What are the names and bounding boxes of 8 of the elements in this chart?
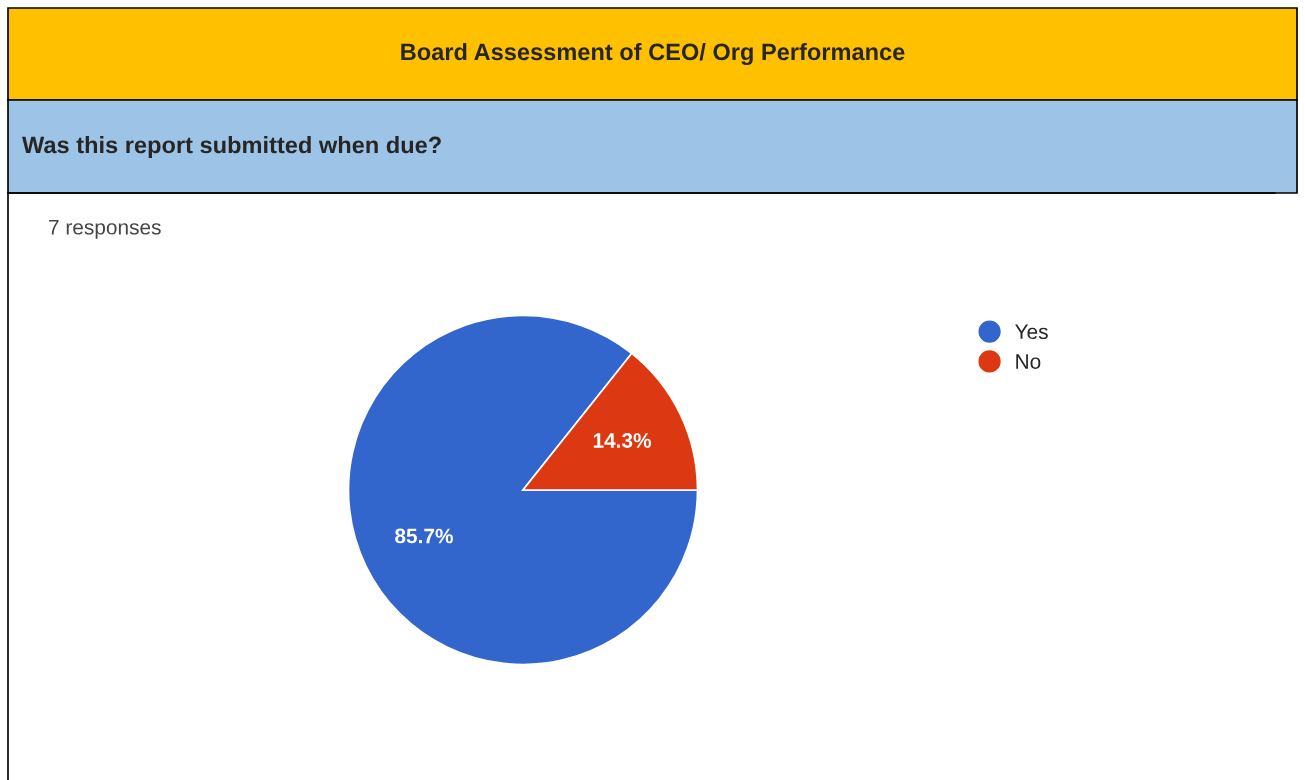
legend-label: No: [1016, 354, 1041, 369]
chart-subtitle: Was this report submitted when due?: [22, 136, 441, 159]
text: 7 responses: [49, 220, 161, 239]
data-label: 14.3%: [593, 433, 652, 448]
pie-slice: [347, 314, 699, 666]
legend-label: Yes: [1015, 324, 1048, 340]
chart-title: Board Assessment of CEO/ Org Performance: [401, 42, 905, 66]
data-label: 85.7%: [395, 528, 453, 544]
